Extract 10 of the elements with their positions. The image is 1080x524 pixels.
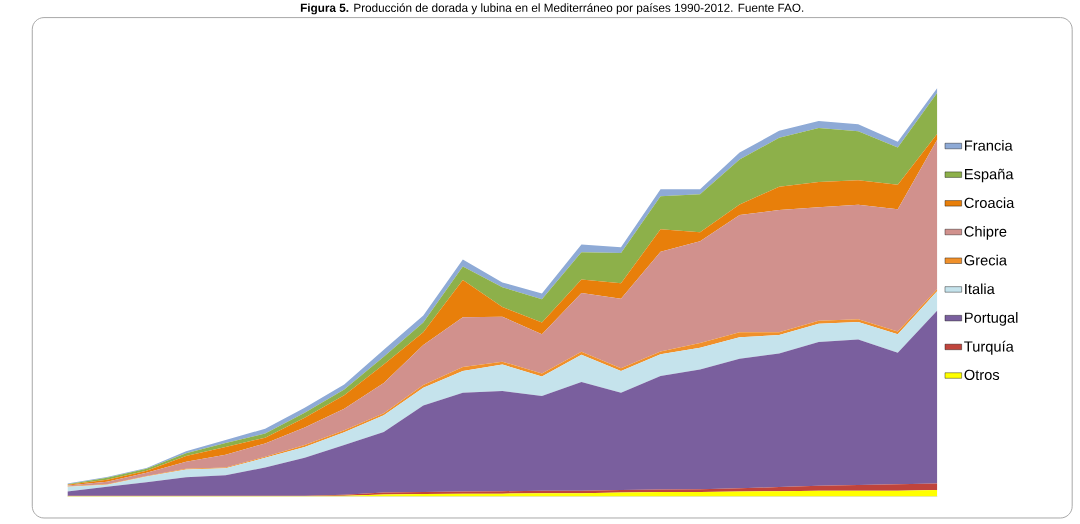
legend-label: Chipre — [964, 226, 1007, 240]
legend-label: Grecia — [964, 254, 1007, 266]
legend-label: Francia — [965, 140, 1013, 151]
legend-label: Croacia — [964, 197, 1015, 209]
legend-label: Italia — [965, 283, 995, 295]
legend-label: España — [965, 168, 1014, 183]
legend-label: Turquía — [964, 340, 1014, 355]
legend-label: Portugal — [965, 312, 1018, 326]
legend-label: Otros — [964, 369, 1000, 381]
chart-title: Figura 5. Producción de dorada y lubina en el Mediterráneo por países 1990-2012. Fuente FAO. — [300, 3, 804, 15]
